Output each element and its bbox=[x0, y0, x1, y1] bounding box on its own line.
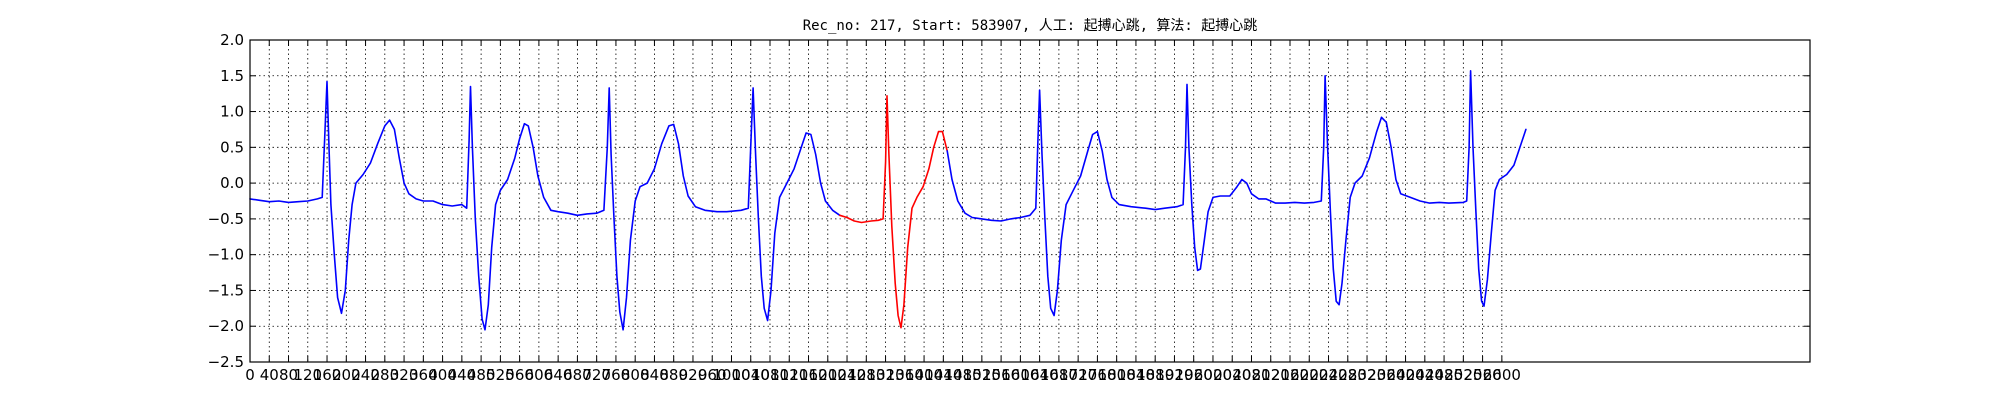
x-tick-label: 200 bbox=[332, 366, 361, 384]
x-tick-label: 320 bbox=[390, 366, 419, 384]
x-tick-label: 1280 bbox=[847, 366, 885, 384]
x-tick-label: 1000 bbox=[712, 366, 750, 384]
x-tick-label: 80 bbox=[279, 366, 298, 384]
x-tick-label: 760 bbox=[602, 366, 631, 384]
y-tick-label: 1.5 bbox=[220, 67, 244, 85]
x-tick-label: 400 bbox=[428, 366, 457, 384]
x-tick-label: 280 bbox=[370, 366, 399, 384]
x-tick-label: 1400 bbox=[905, 366, 943, 384]
series-line-1 bbox=[839, 95, 948, 329]
x-tick-label: 840 bbox=[640, 366, 669, 384]
x-tick-label: 1440 bbox=[924, 366, 962, 384]
y-tick-label: 0.5 bbox=[220, 138, 244, 156]
x-tick-label: 1160 bbox=[789, 366, 827, 384]
x-tick-label: 2600 bbox=[1483, 366, 1521, 384]
y-tick-label: 2.0 bbox=[220, 31, 244, 49]
x-tick-label: 440 bbox=[448, 366, 477, 384]
x-tick-label: 2360 bbox=[1367, 366, 1405, 384]
plot-frame bbox=[249, 39, 1811, 363]
x-tick-label: 1040 bbox=[732, 366, 770, 384]
x-tick-label: 2040 bbox=[1213, 366, 1251, 384]
x-tick-label: 2240 bbox=[1309, 366, 1347, 384]
x-tick-label: 2560 bbox=[1463, 366, 1501, 384]
grid bbox=[250, 40, 1810, 362]
x-tick-label: 2080 bbox=[1232, 366, 1270, 384]
x-tick-label: 960 bbox=[698, 366, 727, 384]
x-tick-label: 1120 bbox=[770, 366, 808, 384]
x-tick-label: 640 bbox=[544, 366, 573, 384]
y-tick-label: −1.0 bbox=[208, 246, 244, 264]
chart-title: Rec_no: 217, Start: 583907, 人工: 起搏心跳, 算法… bbox=[803, 17, 1258, 34]
x-tick-label: 2120 bbox=[1252, 366, 1290, 384]
x-tick-label: 1840 bbox=[1117, 366, 1155, 384]
x-tick-label: 1960 bbox=[1175, 366, 1213, 384]
x-tick-label: 1240 bbox=[828, 366, 866, 384]
x-tick-label: 2160 bbox=[1271, 366, 1309, 384]
x-tick-label: 240 bbox=[351, 366, 380, 384]
series-line-0 bbox=[249, 80, 841, 331]
x-tick-label: 880 bbox=[659, 366, 688, 384]
x-tick-label: 1200 bbox=[809, 366, 847, 384]
x-tick-label: 920 bbox=[679, 366, 708, 384]
x-tick-label: 120 bbox=[293, 366, 322, 384]
x-tick-label: 1360 bbox=[886, 366, 924, 384]
x-tick-label: 1520 bbox=[963, 366, 1001, 384]
x-tick-label: 360 bbox=[409, 366, 438, 384]
x-tick-label: 2200 bbox=[1290, 366, 1328, 384]
x-tick-label: 1320 bbox=[866, 366, 904, 384]
x-tick-label: 1680 bbox=[1040, 366, 1078, 384]
y-tick-label: 0.0 bbox=[220, 174, 244, 192]
y-tick-label: 1.0 bbox=[220, 103, 244, 121]
x-tick-label: 1720 bbox=[1059, 366, 1097, 384]
x-tick-label: 1600 bbox=[1001, 366, 1039, 384]
x-tick-label: 2400 bbox=[1386, 366, 1424, 384]
x-tick-label: 2440 bbox=[1406, 366, 1444, 384]
y-tick-label: −1.5 bbox=[208, 281, 244, 299]
x-tick-label: 1920 bbox=[1155, 366, 1193, 384]
x-tick-label: 600 bbox=[525, 366, 554, 384]
x-tick-label: 1480 bbox=[943, 366, 981, 384]
x-tick-label: 560 bbox=[505, 366, 534, 384]
x-tick-label: 520 bbox=[486, 366, 515, 384]
x-tick-label: 480 bbox=[467, 366, 496, 384]
x-tick-label: 800 bbox=[621, 366, 650, 384]
x-tick-label: 1800 bbox=[1098, 366, 1136, 384]
x-tick-label: 1760 bbox=[1078, 366, 1116, 384]
y-tick-label: −2.0 bbox=[208, 317, 244, 335]
x-tick-label: 40 bbox=[260, 366, 279, 384]
x-tick-label: 1880 bbox=[1136, 366, 1174, 384]
series-layer bbox=[249, 70, 1527, 331]
x-tick-label: 1560 bbox=[982, 366, 1020, 384]
x-axis-ticks: 0 40 8012016020024028032036040044048052056… bbox=[245, 40, 1521, 384]
x-tick-label: 2320 bbox=[1348, 366, 1386, 384]
y-tick-label: −0.5 bbox=[208, 210, 244, 228]
x-tick-label: 720 bbox=[582, 366, 611, 384]
x-tick-label: 680 bbox=[563, 366, 592, 384]
x-tick-label: 2280 bbox=[1329, 366, 1367, 384]
x-tick-label: 1640 bbox=[1021, 366, 1059, 384]
x-tick-label: 2000 bbox=[1194, 366, 1232, 384]
series-line-2 bbox=[946, 70, 1527, 317]
y-tick-label: −2.5 bbox=[208, 353, 244, 371]
y-axis-ticks: −2.5 −2.0 −1.5 −1.0 −0.5 0.0 0.5 1.0 1.5 2.0 bbox=[208, 31, 1810, 371]
x-tick-label: 160 bbox=[313, 366, 342, 384]
x-tick-label: 1080 bbox=[751, 366, 789, 384]
x-tick-label: 2520 bbox=[1444, 366, 1482, 384]
x-tick-label: 2480 bbox=[1425, 366, 1463, 384]
x-tick-label: 0 bbox=[245, 366, 255, 384]
